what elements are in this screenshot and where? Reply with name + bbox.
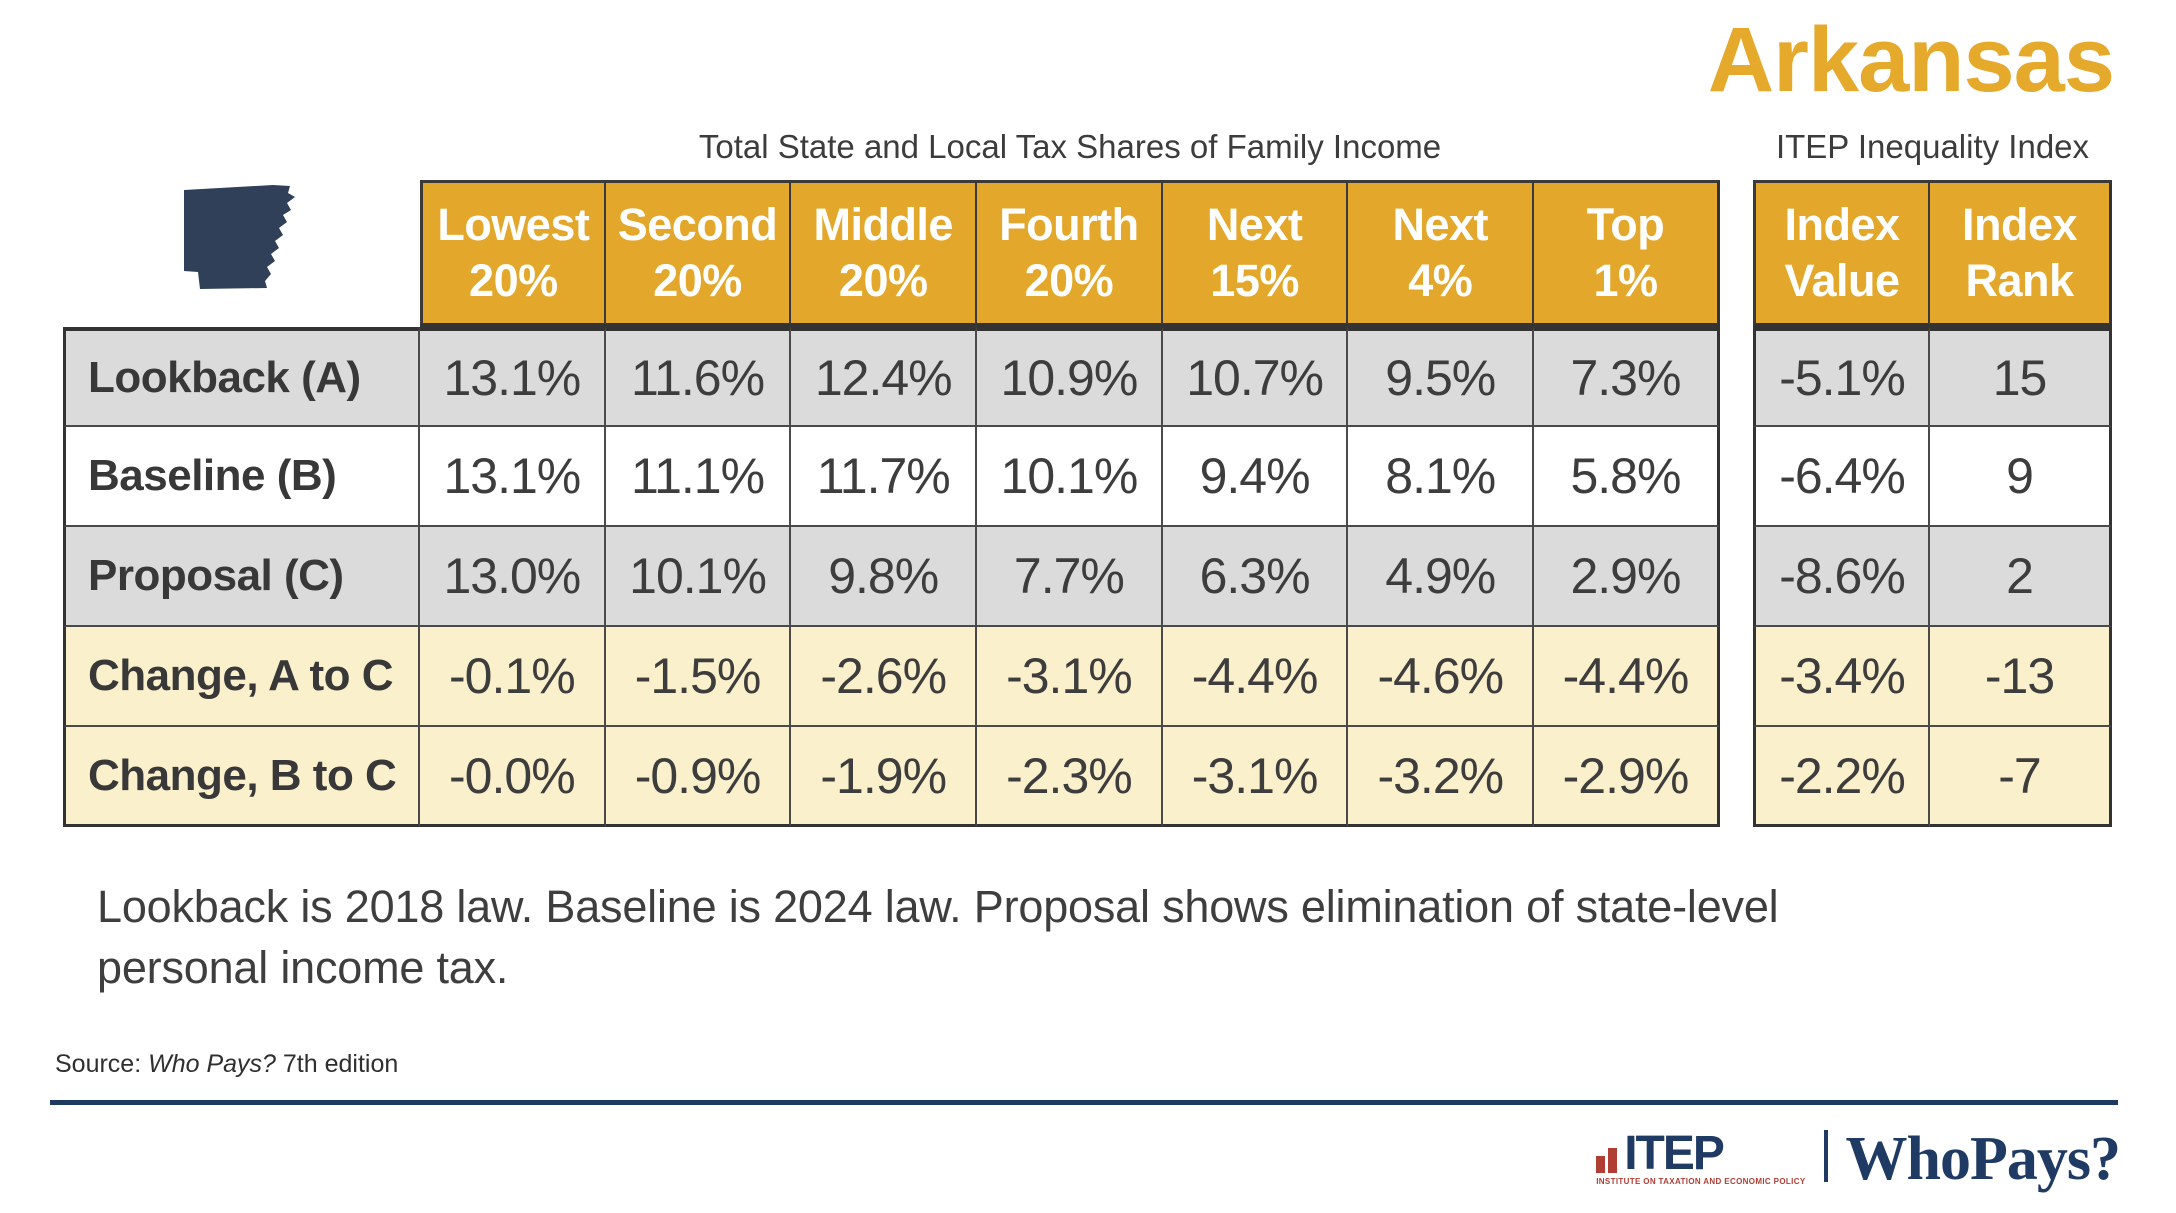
index-table-title: ITEP Inequality Index <box>1775 128 2090 165</box>
itep-tagline: INSTITUTE ON TAXATION AND ECONOMIC POLIC… <box>1596 1177 1806 1186</box>
index-value-cell: -3.4% <box>1753 627 1930 727</box>
index-rank-cell: -13 <box>1930 627 2112 727</box>
value-cell: 13.1% <box>420 327 606 427</box>
value-cell: 12.4% <box>791 327 978 427</box>
value-cell: 7.3% <box>1534 327 1720 427</box>
value-cell: 13.1% <box>420 427 606 527</box>
value-cell: -4.4% <box>1162 627 1349 727</box>
column-header: Top 1% <box>1534 180 1720 327</box>
row-label: Lookback (A) <box>63 327 420 427</box>
whopays-logo: WhoPays? <box>1845 1125 2121 1194</box>
itep-logo: ITEP INSTITUTE ON TAXATION AND ECONOMIC … <box>1596 1126 1806 1186</box>
value-cell: 10.7% <box>1162 327 1349 427</box>
inequality-index-table: Index Value Index Rank -5.1% 15 -6.4% 9 -8… <box>1753 180 2112 827</box>
note-line: Lookback is 2018 law. Baseline is 2024 l… <box>97 881 1779 932</box>
value-cell: 9.4% <box>1162 427 1349 527</box>
value-cell: 6.3% <box>1162 527 1349 627</box>
value-cell: -4.6% <box>1348 627 1535 727</box>
value-cell: 9.8% <box>791 527 978 627</box>
column-header: Next 4% <box>1348 180 1535 327</box>
row-label: Change, A to C <box>63 627 420 727</box>
source-work-title: Who Pays? <box>148 1050 276 1078</box>
index-rank-cell: -7 <box>1930 727 2112 827</box>
value-cell: 5.8% <box>1534 427 1720 527</box>
value-cell: -1.9% <box>791 727 978 827</box>
value-cell: 13.0% <box>420 527 606 627</box>
value-cell: -1.5% <box>605 627 792 727</box>
index-rank-cell: 2 <box>1930 527 2112 627</box>
value-cell: 8.1% <box>1348 427 1535 527</box>
column-header: Middle 20% <box>791 180 978 327</box>
value-cell: -0.1% <box>420 627 606 727</box>
page-title: Arkansas <box>1707 9 2115 111</box>
source-prefix: Source: <box>55 1050 149 1078</box>
value-cell: 9.5% <box>1348 327 1535 427</box>
value-cell: -3.1% <box>977 627 1163 727</box>
index-rank-cell: 15 <box>1930 327 2112 427</box>
value-cell: 10.1% <box>977 427 1163 527</box>
logo-separator <box>1823 1130 1828 1182</box>
value-cell: 10.9% <box>977 327 1163 427</box>
column-header: Index Value <box>1753 180 1930 327</box>
value-cell: -2.6% <box>791 627 978 727</box>
itep-wordmark: ITEP <box>1624 1126 1725 1180</box>
value-cell: -4.4% <box>1534 627 1720 727</box>
index-value-cell: -2.2% <box>1753 727 1930 827</box>
value-cell: -0.9% <box>605 727 792 827</box>
column-header: Next 15% <box>1162 180 1349 327</box>
index-rank-cell: 9 <box>1930 427 2112 527</box>
source-suffix: 7th edition <box>275 1050 399 1078</box>
value-cell: -0.0% <box>420 727 606 827</box>
column-header: Second 20% <box>605 180 792 327</box>
value-cell: 7.7% <box>977 527 1163 627</box>
main-table-title: Total State and Local Tax Shares of Fami… <box>698 128 1442 165</box>
index-value-cell: -8.6% <box>1753 527 1930 627</box>
footer-rule <box>50 1100 2118 1105</box>
itep-bars-icon <box>1596 1148 1618 1173</box>
value-cell: 11.1% <box>605 427 792 527</box>
value-cell: -2.9% <box>1534 727 1720 827</box>
index-value-cell: -5.1% <box>1753 327 1930 427</box>
value-cell: 11.6% <box>605 327 792 427</box>
value-cell: 4.9% <box>1348 527 1535 627</box>
row-label: Proposal (C) <box>63 527 420 627</box>
value-cell: 11.7% <box>791 427 978 527</box>
note-text: Lookback is 2018 law. Baseline is 2024 l… <box>97 876 1897 998</box>
column-header: Index Rank <box>1930 180 2112 327</box>
footer-logos: ITEP INSTITUTE ON TAXATION AND ECONOMIC … <box>1596 1125 2121 1194</box>
value-cell: 10.1% <box>605 527 792 627</box>
arkansas-state-icon <box>63 180 420 327</box>
value-cell: 2.9% <box>1534 527 1720 627</box>
value-cell: -3.1% <box>1162 727 1349 827</box>
row-label: Change, B to C <box>63 727 420 827</box>
row-label: Baseline (B) <box>63 427 420 527</box>
tax-shares-table: Lowest 20% Second 20% Middle 20% Fourth 20% … <box>63 180 1720 827</box>
index-value-cell: -6.4% <box>1753 427 1930 527</box>
note-line: personal income tax. <box>97 942 509 994</box>
column-header: Fourth 20% <box>977 180 1163 327</box>
value-cell: -3.2% <box>1348 727 1535 827</box>
value-cell: -2.3% <box>977 727 1163 827</box>
source-line: Source: Who Pays? 7th edition <box>55 1050 398 1079</box>
column-header: Lowest 20% <box>420 180 606 327</box>
